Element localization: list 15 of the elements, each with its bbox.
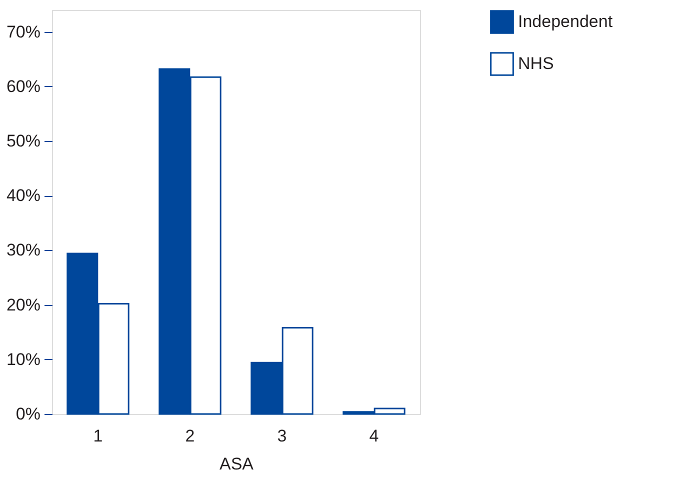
y-tick-label: 10% xyxy=(6,350,40,369)
y-tick-label: 70% xyxy=(6,22,40,42)
y-tick-label: 20% xyxy=(6,295,40,314)
y-tick-label: 30% xyxy=(6,240,40,260)
x-tick-label: 4 xyxy=(369,426,379,446)
x-tick-label: 1 xyxy=(93,426,103,446)
y-tick-label: 50% xyxy=(6,132,40,151)
x-tick-label: 2 xyxy=(185,426,195,446)
y-tick-label: 0% xyxy=(16,404,40,424)
x-tick-label: 3 xyxy=(277,426,287,446)
y-tick-label: 60% xyxy=(6,76,40,96)
legend-label: NHS xyxy=(518,54,554,73)
legend-label: Independent xyxy=(518,12,613,31)
y-tick-label: 40% xyxy=(6,186,40,206)
x-axis-title: ASA xyxy=(219,454,254,474)
